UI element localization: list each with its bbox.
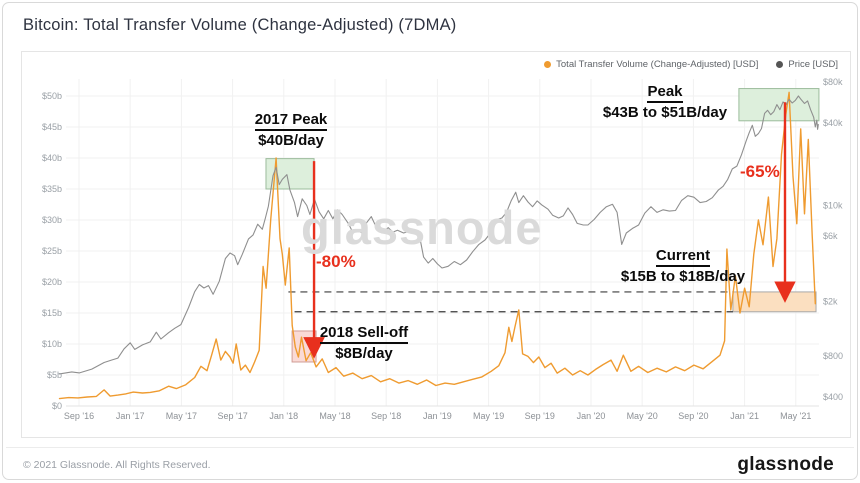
glassnode-logo[interactable]: glassnode <box>737 454 834 475</box>
x-tick-label: Jan '21 <box>730 411 759 421</box>
annotation-2017-peak-value: $40B/day <box>258 132 324 149</box>
y-left-tick-label: $20b <box>42 277 62 287</box>
x-tick-label: May '20 <box>627 411 658 421</box>
x-tick-label: May '19 <box>473 411 504 421</box>
annotation-current-title: Current <box>655 246 711 267</box>
footer: © 2021 Glassnode. All Rights Reserved. g… <box>6 447 854 483</box>
y-left-tick-label: $10b <box>42 339 62 349</box>
volume-series-dot-icon <box>544 61 552 68</box>
chart-legend: Total Transfer Volume (Change-Adjusted) … <box>544 59 838 70</box>
copyright-text: © 2021 Glassnode. All Rights Reserved. <box>23 459 211 471</box>
peak-2021-box <box>738 88 820 122</box>
x-tick-label: May '21 <box>780 411 811 421</box>
x-tick-label: Jan '18 <box>269 411 298 421</box>
annotation-2021-peak-title: Peak <box>647 82 683 103</box>
x-tick-label: May '18 <box>319 411 350 421</box>
annotation-drop-65: -65% <box>740 162 780 181</box>
y-left-tick-label: $25b <box>42 246 62 256</box>
y-right-tick-label: $400 <box>823 392 843 402</box>
y-left-tick-label: $40b <box>42 153 62 163</box>
legend-item-price[interactable]: Price [USD] <box>776 59 838 70</box>
annotation-2018-selloff-value: $8B/day <box>335 345 393 362</box>
annotation-2018-selloff-title: 2018 Sell-off <box>319 323 409 344</box>
x-tick-label: Jan '17 <box>116 411 145 421</box>
chart-canvas[interactable]: $0 $5b $10b $15b $20b $25b $30b $35b $40b $45b $50… <box>22 52 850 437</box>
page-title: Bitcoin: Total Transfer Volume (Change-A… <box>23 16 457 34</box>
annotation-2018-selloff: 2018 Sell-off $8B/day <box>264 323 464 363</box>
legend-item-volume[interactable]: Total Transfer Volume (Change-Adjusted) … <box>544 59 758 70</box>
x-tick-label: Jan '20 <box>577 411 606 421</box>
price-series-dot-icon <box>776 61 784 68</box>
y-right-tick-label: $800 <box>823 351 843 361</box>
y-left-tick-label: $0 <box>52 401 62 411</box>
y-right-tick-label: $10k <box>823 201 843 211</box>
y-left-tick-label: $5b <box>47 370 62 380</box>
x-tick-label: May '17 <box>166 411 197 421</box>
price-series-line <box>58 95 819 375</box>
y-right-tick-label: $6k <box>823 231 838 241</box>
annotation-2017-peak: 2017 Peak $40B/day <box>191 110 391 150</box>
y-right-tick-label: $80k <box>823 77 843 87</box>
annotation-current-value: $15B to $18B/day <box>620 268 746 285</box>
volume-series-line <box>58 91 816 400</box>
x-tick-label: Jan '19 <box>423 411 452 421</box>
annotation-2021-peak: Peak $43B to $51B/day <box>565 82 765 122</box>
y-left-tick-label: $50b <box>42 91 62 101</box>
chart-panel: glassnode $0 $5b $10b $15b $20b $25b $30b $35b $… <box>21 51 851 438</box>
x-tick-label: Sep '17 <box>217 411 247 421</box>
x-tick-label: Sep '19 <box>525 411 555 421</box>
annotation-2017-peak-title: 2017 Peak <box>254 110 328 131</box>
y-left-tick-label: $35b <box>42 184 62 194</box>
annotation-current: Current $15B to $18B/day <box>583 246 783 286</box>
current-box <box>732 291 817 313</box>
y-right-tick-label: $2k <box>823 296 838 306</box>
legend-item-volume-label: Total Transfer Volume (Change-Adjusted) … <box>556 59 759 70</box>
y-left-tick-label: $30b <box>42 215 62 225</box>
glassnode-watermark: glassnode <box>301 201 543 254</box>
x-tick-label: Sep '16 <box>64 411 94 421</box>
annotation-drop-80: -80% <box>316 252 356 271</box>
x-tick-label: Sep '18 <box>371 411 401 421</box>
y-left-tick-label: $45b <box>42 122 62 132</box>
y-left-tick-label: $15b <box>42 308 62 318</box>
x-tick-label: Sep '20 <box>678 411 708 421</box>
legend-item-price-label: Price [USD] <box>788 59 838 70</box>
y-right-tick-label: $40k <box>823 118 843 128</box>
annotation-2021-peak-value: $43B to $51B/day <box>602 104 728 121</box>
